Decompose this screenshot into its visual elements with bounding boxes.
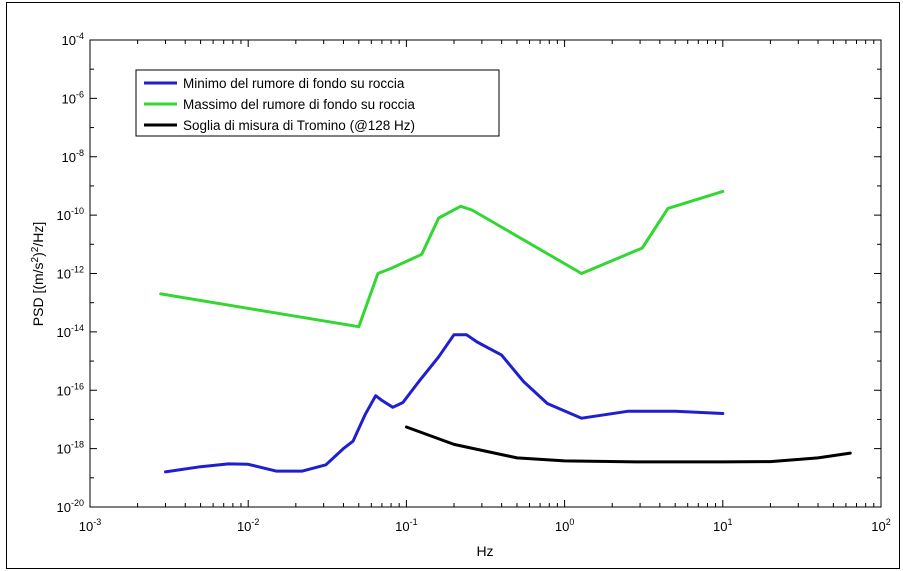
legend-label-soglia: Soglia di misura di Tromino (@128 Hz) bbox=[183, 118, 415, 133]
x-axis-label: Hz bbox=[476, 543, 493, 559]
x-tick-label-0: 10-3 bbox=[79, 517, 101, 534]
y-axis-label: PSD [(m/s2)2/Hz] bbox=[30, 222, 46, 326]
x-tick-label-4: 101 bbox=[713, 517, 732, 534]
y-tick-label-3: 10-14 bbox=[57, 323, 84, 340]
x-tick-label-1: 10-2 bbox=[237, 517, 259, 534]
y-tick-labels: 10-20 10-18 10-16 10-14 10-12 10-10 10-8 10-6 10… bbox=[57, 31, 84, 515]
legend-label-massimo: Massimo del rumore di fondo su roccia bbox=[183, 97, 415, 112]
series-layer bbox=[159, 189, 852, 474]
legend-box bbox=[135, 69, 500, 137]
y-tick-label-6: 10-8 bbox=[62, 148, 84, 165]
y-tick-label-0: 10-20 bbox=[57, 498, 84, 515]
x-tick-label-5: 102 bbox=[871, 517, 890, 534]
y-tick-label-7: 10-6 bbox=[62, 89, 84, 106]
y-tick-label-1: 10-18 bbox=[57, 440, 84, 457]
y-tick-label-2: 10-16 bbox=[57, 381, 84, 398]
x-tick-label-3: 100 bbox=[555, 517, 574, 534]
legend: Minimo del rumore di fondo su roccia Mas… bbox=[135, 69, 500, 137]
y-tick-label-8: 10-4 bbox=[62, 31, 84, 48]
series-line-2 bbox=[404, 425, 852, 464]
x-tick-labels: 10-3 10-2 10-1 100 101 102 bbox=[79, 517, 891, 534]
y-tick-label-5: 10-10 bbox=[57, 206, 84, 223]
series-line-0 bbox=[164, 333, 725, 474]
legend-label-minimo: Minimo del rumore di fondo su roccia bbox=[183, 76, 405, 91]
series-line-1 bbox=[159, 189, 725, 329]
x-tick-label-2: 10-1 bbox=[395, 517, 417, 534]
plot-frame bbox=[89, 39, 882, 508]
y-tick-label-4: 10-12 bbox=[57, 265, 84, 282]
